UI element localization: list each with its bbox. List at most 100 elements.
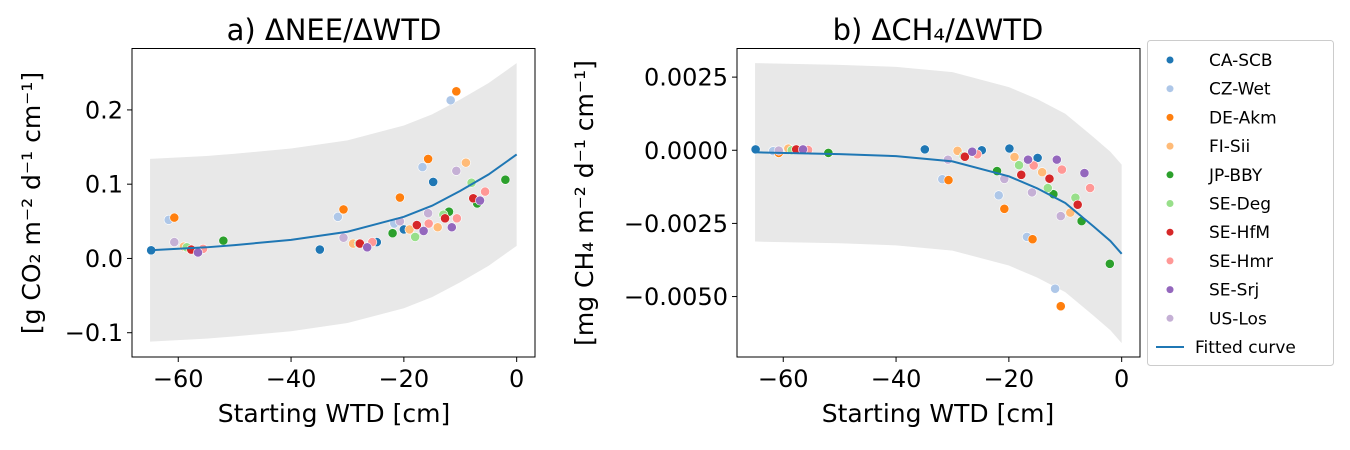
panel-a-xtick-label: −60 — [153, 365, 204, 393]
panel-a-point-DE-Akm — [395, 192, 405, 203]
panel-a-point-FI-Sii — [404, 224, 415, 235]
panel-a-point-DE-Akm — [423, 154, 434, 164]
panel-a-ytick-label: 0.2 — [85, 96, 123, 124]
panel-a-point-US-Los — [338, 232, 349, 243]
panel-a-point-SE-Srj — [418, 226, 429, 236]
panel-b-point-DE-Akm — [1055, 301, 1066, 312]
legend-item-se-deg: SE-Deg — [1166, 195, 1271, 215]
panel-b-point-FI-Sii — [1037, 167, 1048, 178]
panel-b-ytick-label: −0.0050 — [624, 283, 728, 311]
legend-item-de-akm: DE-Akm — [1166, 108, 1277, 128]
legend-label: SE-Deg — [1209, 195, 1271, 215]
legend-item-us-los: US-Los — [1166, 309, 1267, 329]
legend-dot-marker — [1166, 257, 1174, 265]
legend-item-jp-bby: JP-BBY — [1166, 166, 1263, 186]
legend-dot-marker — [1166, 286, 1174, 294]
panel-a-point-SE-Srj — [362, 242, 373, 253]
panel-a-title: a) ΔNEE/ΔWTD — [227, 13, 442, 47]
panel-b-point-CA-SCB — [1032, 152, 1043, 163]
legend: CA-SCB CZ-Wet DE-Akm FI-Sii JP-BBY SE-Deg SE-H… — [1147, 40, 1334, 366]
legend-dot-marker — [1166, 56, 1174, 64]
panel-b-ytick-label: −0.0025 — [624, 210, 728, 238]
legend-label: Fitted curve — [1195, 338, 1296, 358]
panel-a-point-FI-Sii — [461, 157, 471, 168]
panel-a-xtick-label: −40 — [266, 365, 317, 393]
panel-a-point-FI-Sii — [432, 222, 443, 233]
legend-item-se-hfm: SE-HfM — [1166, 223, 1270, 243]
panel-b-point-SE-HfM — [1016, 169, 1027, 180]
panel-b-point-FI-Sii — [952, 145, 963, 156]
panel-a-point-SE-Deg — [410, 232, 421, 242]
legend-label: FI-Sii — [1209, 137, 1250, 157]
panel-a: a) ΔNEE/ΔWTD Starting WTD [cm] [g CO₂ m⁻… — [17, 13, 536, 428]
panel-b-xtick-label: −40 — [871, 365, 922, 393]
panel-a-point-SE-Srj — [446, 222, 457, 233]
panel-b-point-SE-Srj — [1079, 168, 1090, 178]
panel-b-xlabel: Starting WTD [cm] — [822, 399, 1054, 428]
panel-a-point-SE-HfM — [411, 220, 422, 230]
legend-dot-marker — [1166, 142, 1174, 150]
panel-b-axes-frame — [736, 48, 1141, 358]
panel-a-xlabel: Starting WTD [cm] — [218, 399, 450, 428]
panel-a-point-JP-BBY — [218, 235, 229, 246]
panel-a-ytick-label: −0.1 — [65, 319, 123, 347]
panel-a-point-US-Los — [169, 237, 180, 248]
panel-a-point-CZ-Wet — [417, 162, 428, 173]
legend-item-fitted-curve: Fitted curve — [1156, 338, 1296, 358]
panel-a-ytick-label: 0.0 — [85, 245, 123, 273]
panel-a-point-US-Los — [451, 165, 462, 176]
panel-b-point-SE-Hmr — [1056, 164, 1067, 175]
panel-a-point-CZ-Wet — [332, 211, 343, 222]
panel-b-point-US-Los — [1055, 211, 1066, 221]
panel-a-point-SE-Hmr — [480, 186, 490, 197]
panel-a-point-CZ-Wet — [445, 95, 456, 106]
legend-label: SE-HfM — [1209, 223, 1270, 243]
legend-item-cz-wet: CZ-Wet — [1166, 80, 1271, 100]
panel-b-point-DE-Akm — [1027, 234, 1038, 245]
panel-a-point-DE-Akm — [338, 204, 349, 215]
panel-b-point-SE-Srj — [1023, 154, 1033, 165]
legend-label: CA-SCB — [1209, 51, 1273, 71]
panel-b-point-SE-Deg — [1042, 183, 1053, 193]
legend-label: DE-Akm — [1209, 108, 1277, 128]
legend-label: SE-Srj — [1209, 281, 1259, 301]
legend-item-se-srj: SE-Srj — [1166, 281, 1259, 301]
panel-a-point-SE-HfM — [440, 213, 450, 224]
panel-b-ylabel: [mg CH₄ m⁻² d⁻¹ cm⁻¹] — [570, 60, 599, 346]
panel-a-point-CA-SCB — [428, 177, 439, 187]
panel-b-ytick-label: 0.0000 — [644, 137, 728, 165]
panel-a-confidence-band — [150, 63, 517, 342]
legend-item-se-hmr: SE-Hmr — [1166, 252, 1273, 272]
panel-b-point-JP-BBY — [1104, 258, 1115, 269]
panel-a-point-JP-BBY — [500, 174, 511, 185]
panel-b-point-SE-HfM — [1072, 199, 1083, 210]
panel-b: b) ΔCH₄/ΔWTD Starting WTD [cm] [mg CH₄ m… — [570, 13, 1141, 428]
legend-item-ca-scb: CA-SCB — [1166, 51, 1273, 71]
panel-b-point-SE-HfM — [959, 151, 970, 162]
panel-a-axes-frame — [131, 48, 536, 358]
legend-frame — [1147, 40, 1334, 366]
panel-a-ytick-label: 0.1 — [85, 171, 123, 199]
panel-a-point-JP-BBY — [387, 228, 398, 239]
panel-b-xtick-label: 0 — [1114, 365, 1129, 393]
panel-b-point-FI-Sii — [1009, 152, 1020, 162]
panel-a-point-SE-Srj — [475, 195, 485, 206]
panel-b-point-CA-SCB — [919, 144, 930, 155]
panel-a-point-SE-Srj — [193, 247, 203, 258]
legend-dot-marker — [1166, 200, 1174, 207]
panel-a-point-US-Los — [423, 208, 434, 219]
legend-dot-marker — [1166, 171, 1174, 179]
panel-a-point-CA-SCB — [314, 244, 325, 255]
panel-b-point-CZ-Wet — [993, 190, 1004, 201]
panel-b-point-SE-HfM — [1044, 173, 1055, 184]
panel-b-xtick-label: −20 — [984, 365, 1035, 393]
panel-b-point-SE-Deg — [1014, 160, 1024, 171]
panel-b-point-DE-Akm — [943, 175, 954, 186]
legend-dot-marker — [1166, 314, 1174, 322]
panel-b-fitted-curve — [755, 151, 1123, 255]
panel-a-xtick-label: 0 — [509, 365, 524, 393]
panel-b-xtick-label: −60 — [758, 365, 809, 393]
panel-b-point-CA-SCB — [1004, 143, 1015, 154]
legend-dot-marker — [1166, 85, 1174, 93]
